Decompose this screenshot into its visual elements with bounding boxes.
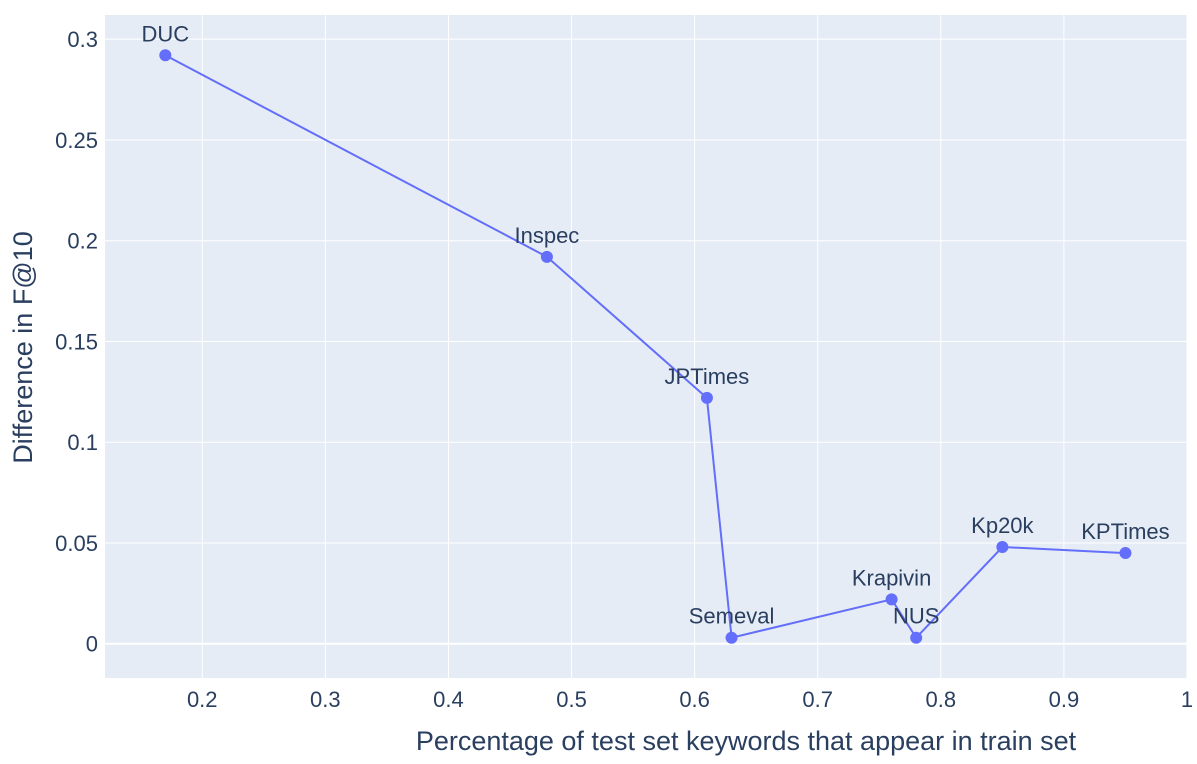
data-point xyxy=(885,593,898,606)
y-tick-label: 0.3 xyxy=(67,27,98,52)
data-point xyxy=(996,541,1009,554)
x-tick-label: 0.3 xyxy=(310,687,341,712)
gridlines xyxy=(105,15,1188,678)
data-series xyxy=(159,49,1132,644)
y-tick-label: 0 xyxy=(86,632,98,657)
x-axis-title: Percentage of test set keywords that app… xyxy=(416,726,1077,756)
data-point xyxy=(725,631,738,644)
x-tick-label: 0.4 xyxy=(433,687,464,712)
data-label: Krapivin xyxy=(852,565,931,590)
data-point xyxy=(1119,547,1132,560)
y-tick-label: 0.15 xyxy=(55,329,98,354)
data-point xyxy=(540,250,553,263)
y-axis-title: Difference in F@10 xyxy=(8,231,38,464)
point-labels: DUC Inspec JPTimes Semeval Krapivin NUS Kp20k K… xyxy=(141,21,1169,628)
data-label: NUS xyxy=(893,604,939,629)
data-point xyxy=(910,631,923,644)
data-label: Inspec xyxy=(514,223,579,248)
x-tick-label: 0.7 xyxy=(802,687,833,712)
series-line xyxy=(164,54,1126,640)
x-tick-label: 1 xyxy=(1181,687,1193,712)
axis-ticks: 0.2 0.3 0.4 0.5 0.6 0.7 0.8 0.9 1 0 0.05 0.1 0.15 0.2… xyxy=(55,27,1193,712)
plot-area xyxy=(105,15,1187,678)
x-tick-label: 0.9 xyxy=(1049,687,1080,712)
x-tick-label: 0.5 xyxy=(556,687,587,712)
data-label: KPTimes xyxy=(1081,519,1169,544)
data-label: DUC xyxy=(141,21,189,46)
data-label: Semeval xyxy=(689,604,775,629)
data-label: Kp20k xyxy=(971,513,1034,538)
x-tick-label: 0.8 xyxy=(926,687,957,712)
y-tick-label: 0.1 xyxy=(67,430,98,455)
y-tick-label: 0.25 xyxy=(55,128,98,153)
data-point xyxy=(700,391,713,404)
x-tick-label: 0.6 xyxy=(679,687,710,712)
y-tick-label: 0.05 xyxy=(55,531,98,556)
data-label: JPTimes xyxy=(665,364,750,389)
x-tick-label: 0.2 xyxy=(187,687,218,712)
data-point xyxy=(159,49,172,62)
y-tick-label: 0.2 xyxy=(67,229,98,254)
